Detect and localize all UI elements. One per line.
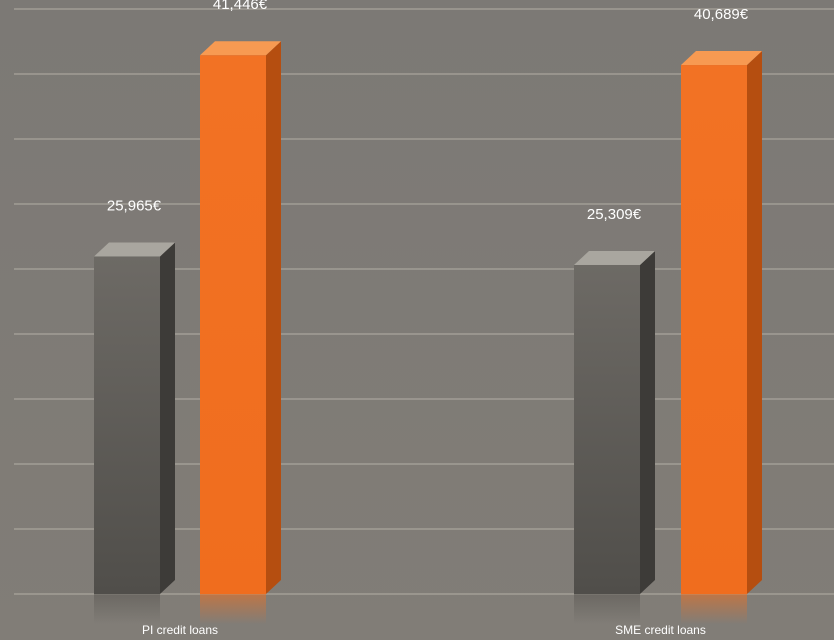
- data-label: 25,965€: [107, 197, 162, 214]
- bar-top: [200, 41, 281, 56]
- bar-reflection: [200, 594, 266, 624]
- bar: [574, 264, 640, 594]
- x-tick-label: SME credit loans: [615, 623, 706, 637]
- bars: [94, 41, 762, 624]
- bar: [94, 256, 160, 594]
- bar-side: [160, 242, 175, 594]
- bar-top: [681, 51, 762, 66]
- bar-top: [574, 250, 655, 265]
- data-labels: 25,965€ 41,446€ 25,309€ 40,689€: [107, 0, 749, 223]
- bar: [200, 55, 266, 594]
- category-labels: PI credit loans SME credit loans: [142, 623, 706, 637]
- data-label: 40,689€: [694, 6, 749, 23]
- bar-top: [94, 242, 175, 257]
- bar: [681, 65, 747, 595]
- data-label: 41,446€: [213, 0, 268, 13]
- bar-reflection: [94, 594, 160, 624]
- data-label: 25,309€: [587, 206, 642, 223]
- bar-reflection: [574, 594, 640, 624]
- bar-side: [747, 51, 762, 595]
- bar-side: [640, 250, 655, 594]
- bar-reflection: [681, 594, 747, 624]
- bar-side: [266, 41, 281, 594]
- x-tick-label: PI credit loans: [142, 623, 218, 637]
